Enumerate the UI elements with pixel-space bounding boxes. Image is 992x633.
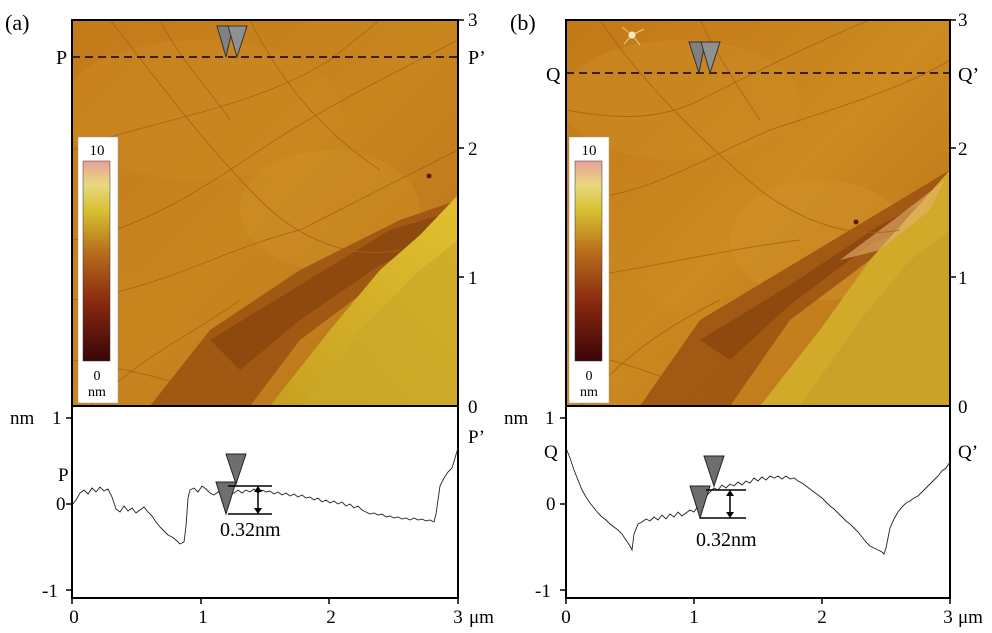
colorbar-max-b: 10: [582, 143, 597, 159]
colorbar-b: 10 0 nm: [568, 136, 610, 404]
line-end-label-b: Q’: [958, 64, 979, 86]
afm-image-a: [72, 20, 458, 406]
step-marker-top-b: [703, 455, 725, 488]
marker-triangle-a2: [227, 25, 248, 59]
step-height-label-a: 0.32nm: [220, 519, 281, 541]
profile-y-tick-b-1: 1: [545, 408, 555, 429]
profile-trace-a: [71, 447, 459, 545]
afm-image-b: [566, 20, 950, 406]
panel-b: 10 0 nm (b) Q Q’ 3 2 1 0 nm 1 Q 0 -1 Q’: [504, 10, 983, 628]
image-y-tick-a-1: 1: [468, 268, 478, 289]
profile-x-tick-a-3: 3: [453, 607, 463, 628]
profile-x-unit-a: μm: [469, 607, 494, 628]
image-y-tick-b-0: 0: [958, 397, 968, 418]
profile-plot-b: nm 1 Q 0 -1 Q’ 0 1 2 3 μm 0.32nm: [504, 405, 983, 628]
image-y-tick-b-2: 2: [958, 139, 968, 160]
step-marker-bottom-a: [215, 481, 237, 516]
profile-y-tick-a-1: 1: [52, 408, 62, 429]
image-y-axis-b: 3 2 1 0: [950, 10, 968, 418]
colorbar-min-a: 0: [94, 369, 101, 384]
profile-end-label-a: P’: [468, 427, 485, 448]
panel-label-b: (b): [510, 10, 536, 35]
profile-y-tick-a-m1: -1: [42, 581, 58, 602]
profile-y-tick-a-0: 0: [56, 494, 66, 515]
profile-x-unit-b: μm: [958, 607, 983, 628]
profile-start-label-b: Q: [544, 442, 558, 463]
image-y-tick-b-1: 1: [958, 268, 968, 289]
panel-label-a: (a): [5, 10, 29, 35]
image-y-axis-a: 3 2 1 0: [458, 10, 478, 418]
panel-a: 10 0 nm (a) P P’ 3 2 1 0 nm 1 P 0 -: [5, 10, 494, 628]
line-end-label-a: P’: [468, 47, 486, 69]
colorbar-unit-a: nm: [88, 385, 106, 400]
step-marker-bottom-b: [689, 485, 711, 520]
particle-b: [621, 26, 645, 46]
marker-triangle-b1: [688, 41, 706, 74]
image-y-tick-a-0: 0: [468, 397, 478, 418]
profile-start-label-a: P: [58, 465, 69, 486]
profile-y-unit-b: nm: [504, 408, 529, 429]
colorbar-unit-b: nm: [580, 385, 598, 400]
colorbar-min-b: 0: [586, 369, 593, 384]
profile-x-tick-b-3: 3: [943, 607, 953, 628]
image-y-tick-a-2: 2: [468, 139, 478, 160]
marker-triangle-a1: [216, 25, 234, 58]
profile-x-tick-b-2: 2: [817, 607, 827, 628]
image-y-tick-b-3: 3: [958, 10, 968, 31]
step-height-label-b: 0.32nm: [696, 529, 757, 551]
profile-plot-a: nm 1 P 0 -1 P’ 0 1 2 3 μm 0.3: [10, 405, 494, 628]
profile-x-tick-a-2: 2: [326, 607, 336, 628]
image-y-tick-a-3: 3: [468, 10, 478, 31]
colorbar-a: 10 0 nm: [77, 136, 119, 404]
profile-x-tick-b-1: 1: [689, 607, 699, 628]
profile-end-label-b: Q’: [958, 442, 978, 463]
profile-x-tick-a-0: 0: [69, 607, 79, 628]
step-marker-top-a: [225, 453, 247, 486]
profile-y-tick-b-m1: -1: [535, 581, 551, 602]
line-start-label-a: P: [56, 47, 67, 69]
colorbar-max-a: 10: [90, 143, 105, 159]
profile-y-tick-b-0: 0: [546, 494, 556, 515]
line-start-label-b: Q: [546, 64, 561, 86]
profile-y-unit-a: nm: [10, 408, 35, 429]
profile-x-tick-b-0: 0: [561, 607, 571, 628]
profile-x-tick-a-1: 1: [198, 607, 208, 628]
marker-triangle-b2: [700, 41, 721, 75]
profile-trace-b: [565, 447, 951, 555]
